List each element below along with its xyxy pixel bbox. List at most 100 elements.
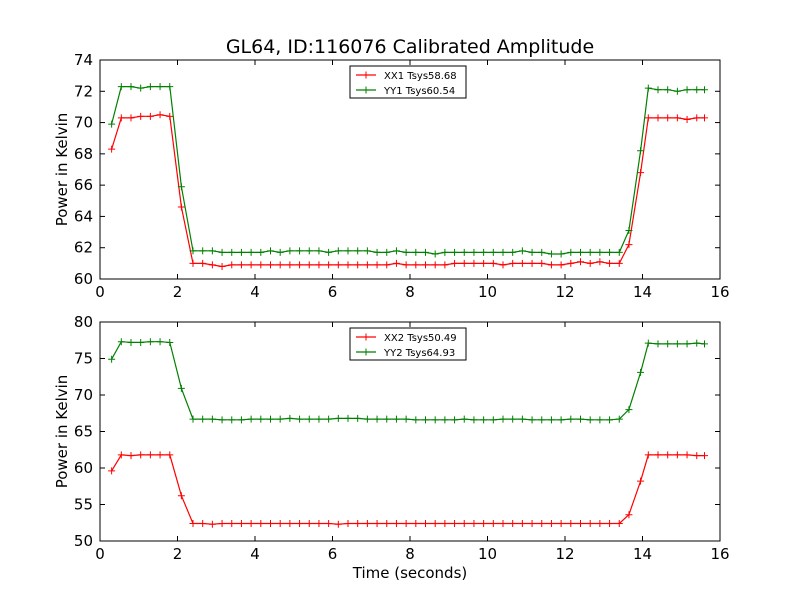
data-point — [499, 248, 507, 256]
data-point — [489, 248, 497, 256]
legend-entry: XX1 Tsys58.68 — [356, 71, 457, 82]
data-point — [557, 416, 565, 424]
data-point — [363, 519, 371, 527]
data-point — [208, 520, 216, 528]
y-tick-label: 50 — [74, 532, 93, 550]
data-point — [363, 261, 371, 269]
y-tick-label: 64 — [74, 207, 93, 225]
data-point — [315, 519, 323, 527]
data-point — [315, 247, 323, 255]
data-point — [392, 519, 400, 527]
data-point — [108, 120, 116, 128]
data-point — [538, 259, 546, 267]
data-point — [577, 248, 584, 256]
data-point — [422, 261, 429, 269]
data-point — [586, 259, 594, 267]
data-point — [189, 247, 197, 255]
data-point — [654, 114, 662, 122]
data-point — [509, 415, 517, 423]
x-axis-label: Time (seconds) — [352, 564, 468, 582]
data-point — [480, 248, 488, 256]
data-point — [392, 415, 400, 423]
y-tick-label: 68 — [74, 145, 93, 163]
data-point — [305, 247, 313, 255]
legend-label: YY2 Tsys64.93 — [383, 348, 455, 359]
data-point — [499, 415, 507, 423]
data-point — [344, 261, 352, 269]
data-point — [431, 519, 439, 527]
data-point — [117, 451, 125, 459]
legend-marker — [362, 71, 370, 79]
data-point — [664, 451, 672, 459]
x-tick-label: 10 — [478, 545, 497, 563]
data-point — [441, 416, 449, 424]
data-point — [137, 84, 145, 92]
data-point — [412, 416, 420, 424]
data-point — [693, 452, 701, 460]
data-point — [625, 241, 633, 249]
y-tick-label: 70 — [74, 386, 93, 404]
data-point — [673, 451, 681, 459]
x-tick-label: 16 — [710, 283, 729, 301]
data-point — [354, 247, 362, 255]
data-point — [344, 414, 352, 422]
data-point — [208, 247, 216, 255]
y-tick-label: 75 — [74, 350, 93, 368]
data-point — [412, 519, 420, 527]
data-point — [137, 451, 145, 459]
data-point — [557, 519, 565, 527]
data-point — [470, 416, 478, 424]
data-point — [673, 87, 681, 95]
data-point — [683, 340, 691, 348]
data-point — [267, 415, 274, 423]
data-point — [528, 259, 536, 267]
data-point — [683, 86, 691, 94]
data-point — [305, 261, 313, 269]
data-point — [237, 416, 245, 424]
data-point — [586, 519, 594, 527]
data-point — [557, 250, 565, 258]
legend-entry: XX2 Tsys50.49 — [356, 333, 457, 344]
data-point — [208, 415, 216, 423]
data-point — [402, 248, 410, 256]
data-point — [683, 451, 691, 459]
data-point — [228, 416, 236, 424]
data-point — [247, 261, 255, 269]
data-point — [664, 86, 672, 94]
y-tick-label: 74 — [74, 51, 93, 69]
data-point — [538, 519, 546, 527]
data-point — [567, 519, 575, 527]
y-tick-label: 55 — [74, 496, 93, 514]
data-point — [673, 114, 681, 122]
series-yy-2 — [108, 338, 708, 424]
x-tick-label: 4 — [250, 545, 260, 563]
data-point — [451, 248, 459, 256]
data-point — [606, 259, 614, 267]
data-point — [615, 415, 623, 423]
data-point — [218, 248, 226, 256]
data-point — [218, 416, 226, 424]
data-point — [683, 115, 691, 123]
data-point — [383, 415, 391, 423]
data-point — [127, 338, 135, 346]
data-point — [189, 415, 197, 423]
data-point — [156, 338, 164, 346]
data-point — [637, 169, 645, 177]
data-point — [334, 414, 342, 422]
data-point — [422, 416, 429, 424]
data-point — [412, 248, 420, 256]
legend-label: YY1 Tsys60.54 — [383, 86, 455, 97]
data-point — [257, 261, 265, 269]
data-point — [247, 415, 255, 423]
x-tick-label: 12 — [555, 545, 574, 563]
data-point — [701, 86, 708, 94]
data-point — [257, 248, 265, 256]
data-point — [567, 248, 575, 256]
data-point — [431, 261, 439, 269]
data-point — [108, 467, 116, 475]
data-point — [373, 261, 381, 269]
data-point — [127, 452, 135, 460]
data-point — [402, 519, 410, 527]
data-point — [276, 415, 284, 423]
data-point — [237, 248, 245, 256]
